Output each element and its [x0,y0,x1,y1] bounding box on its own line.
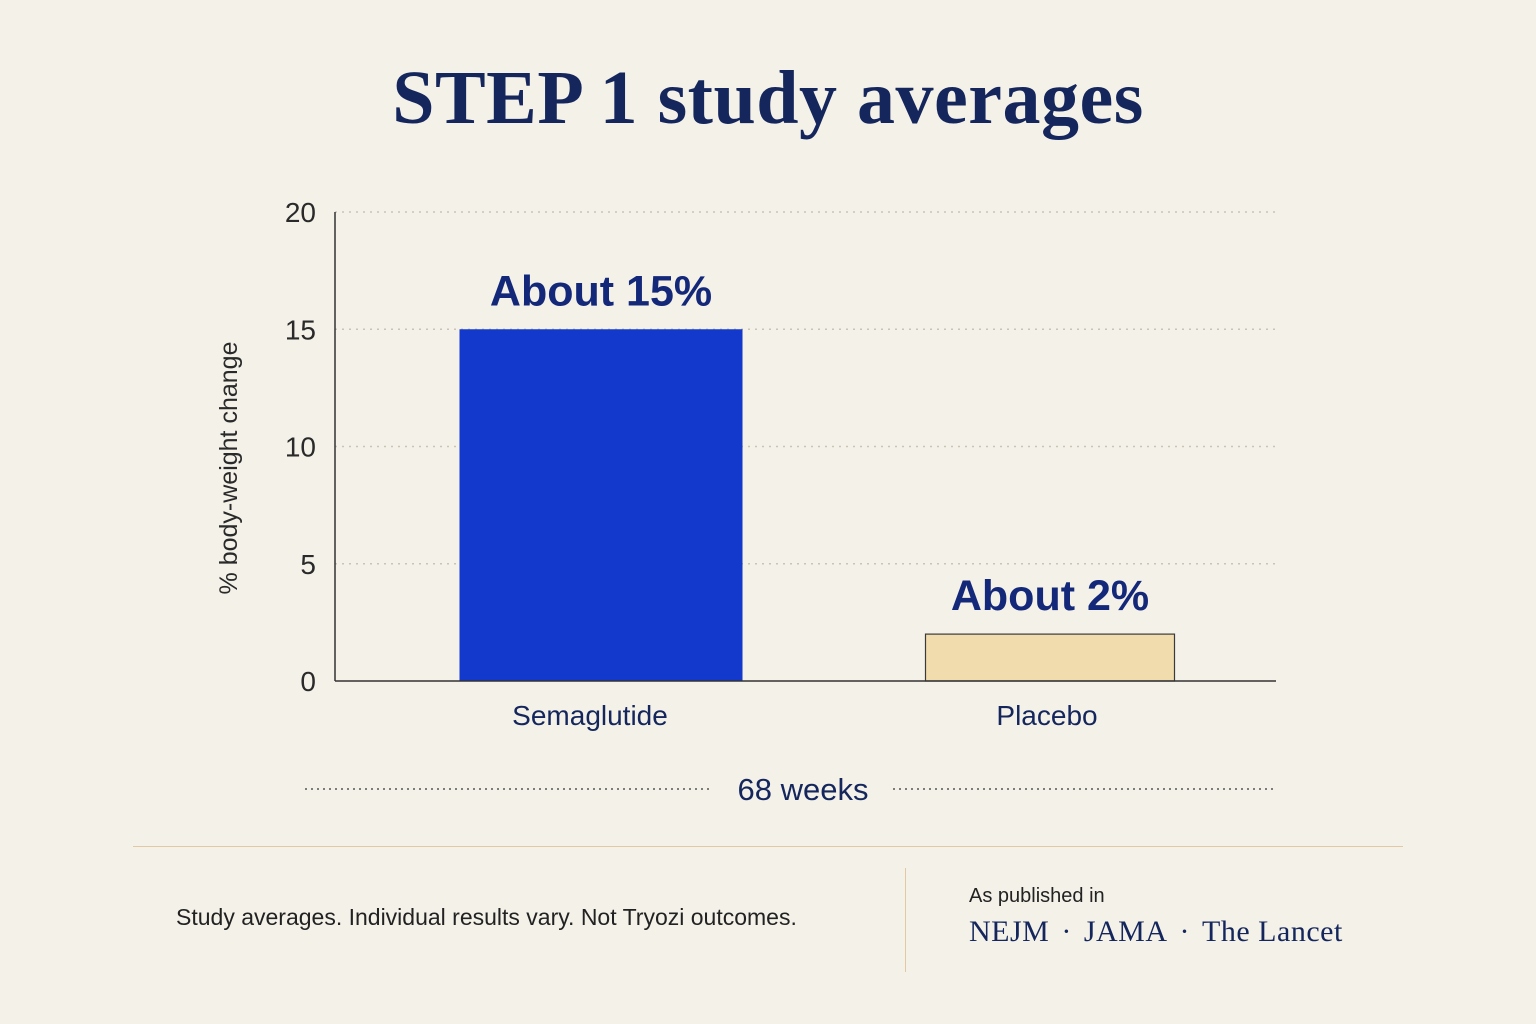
bar-chart: 0 5 10 15 20 About 15% Semaglutide About 2% Plac… [215,197,1276,807]
journal-the-lancet: The Lancet [1202,915,1343,948]
y-tick-label: 15 [285,314,316,345]
y-axis-label: % body-weight change [215,342,243,595]
journal-jama: JAMA [1083,915,1168,948]
data-label: About 15% [490,267,712,315]
bar-placebo [924,633,1176,682]
x-category-label: Placebo [996,700,1097,731]
bar-semaglutide [459,329,743,681]
x-axis-label: 68 weeks [738,772,869,807]
published-in-label: As published in [969,885,1105,907]
journal-separator: · [1061,915,1072,948]
y-tick-label: 0 [300,666,316,697]
journal-list: NEJM · JAMA · The Lancet [969,915,1343,949]
journal-separator: · [1179,915,1191,948]
footer-divider [133,846,1403,847]
y-tick-label: 10 [285,432,316,463]
x-category-label: Semaglutide [512,700,668,731]
disclaimer-text: Study averages. Individual results vary.… [176,904,797,930]
journal-nejm: NEJM [969,915,1050,948]
chart-title: STEP 1 study averages [392,56,1144,140]
y-tick-label: 5 [300,549,316,580]
data-label: About 2% [951,572,1149,620]
footer-vertical-divider [905,868,906,972]
y-tick-label: 20 [285,197,316,228]
